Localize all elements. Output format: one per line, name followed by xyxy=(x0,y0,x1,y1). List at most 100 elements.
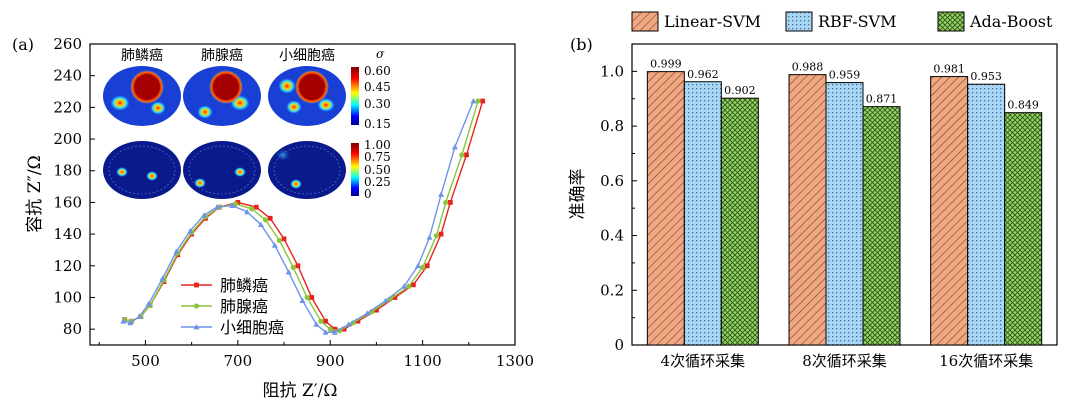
legend-label: 肺腺癌 xyxy=(220,297,268,316)
data-point-marker xyxy=(145,300,152,307)
panel-a: (a) 80 100 120 140 160 180 200 220 240 260 500 700… xyxy=(12,35,534,401)
ct-image-bottom-3 xyxy=(268,141,346,199)
inset-column-title: 小细胞癌 xyxy=(279,48,335,64)
data-point-marker xyxy=(323,318,328,324)
data-point-marker xyxy=(406,283,412,289)
panel-b-label: (b) xyxy=(570,35,593,54)
data-point-marker xyxy=(364,310,371,316)
data-point-marker xyxy=(424,263,430,269)
panel-b: (b) 0 0.2 0.4 0.6 0.8 1.0 4次循环采集 8次循环采集 16次循环采集… xyxy=(568,11,1058,370)
bar-value-label: 0.849 xyxy=(1007,99,1039,112)
x-tick-label: 16次循环采集 xyxy=(939,352,1033,370)
bar xyxy=(683,81,722,346)
y-tick-label: 180 xyxy=(53,162,82,180)
colorbar-top: σ 0.60 0.45 0.30 0.15 xyxy=(351,47,391,131)
data-point-marker xyxy=(327,326,333,332)
data-point-marker xyxy=(392,295,398,300)
y-tick-label: 100 xyxy=(53,288,82,306)
colorbar-tick: 0 xyxy=(364,187,372,201)
y-tick-label: 0.4 xyxy=(600,227,624,245)
data-point-marker xyxy=(475,98,481,104)
bar-value-label: 0.902 xyxy=(724,84,756,97)
y-tick-label: 0 xyxy=(614,336,624,354)
data-point-marker xyxy=(267,215,273,221)
data-point-marker xyxy=(253,204,259,210)
colorbar-tick: 0.30 xyxy=(364,97,391,111)
data-point-marker xyxy=(382,297,389,304)
data-point-marker xyxy=(447,200,453,205)
data-point-marker xyxy=(470,98,477,104)
colorbar-tick: 0.75 xyxy=(364,150,391,164)
data-point-marker xyxy=(318,318,324,324)
data-point-marker xyxy=(136,313,143,319)
panel-a-y-axis: 80 100 120 140 160 180 200 220 240 260 xyxy=(53,35,95,338)
data-point-marker xyxy=(262,217,269,223)
data-point-marker xyxy=(193,303,200,309)
x-tick-label: 4次循环采集 xyxy=(661,352,746,370)
data-point-marker xyxy=(322,329,329,335)
panel-b-y-axis-title: 准确率 xyxy=(568,169,588,220)
x-tick-label: 700 xyxy=(224,352,253,370)
data-point-marker xyxy=(438,191,445,197)
panel-a-series xyxy=(120,98,486,335)
x-tick-label: 900 xyxy=(316,352,345,370)
colorbar-tick: 0.50 xyxy=(364,163,391,177)
x-tick-label: 1300 xyxy=(496,352,534,370)
series-0 xyxy=(122,98,486,332)
data-point-marker xyxy=(451,143,458,150)
legend-label: 小细胞癌 xyxy=(220,318,284,337)
data-point-marker xyxy=(309,295,315,300)
legend-label: Linear-SVM xyxy=(664,12,761,31)
data-point-marker xyxy=(244,208,251,215)
data-point-marker xyxy=(331,329,338,335)
data-point-marker xyxy=(374,307,379,313)
data-point-marker xyxy=(420,264,426,270)
colorbar-tick: 0.45 xyxy=(364,80,391,94)
bar-value-label: 0.959 xyxy=(829,69,861,82)
bar xyxy=(825,82,864,346)
data-point-marker xyxy=(187,227,194,234)
data-point-marker xyxy=(443,199,449,206)
legend-entry: Ada-Boost xyxy=(937,11,1053,32)
bar-value-label: 0.953 xyxy=(970,70,1002,83)
series-2 xyxy=(120,98,477,335)
ct-image-top-3 xyxy=(268,66,346,126)
x-tick-label: 500 xyxy=(131,352,160,370)
panel-a-x-axis-title: 阻抗 Z′/Ω xyxy=(263,381,338,401)
bar-value-label: 0.981 xyxy=(933,63,965,76)
y-tick-label: 1.0 xyxy=(600,62,624,80)
y-tick-label: 80 xyxy=(63,320,82,338)
y-tick-label: 260 xyxy=(53,35,82,53)
data-point-marker xyxy=(120,318,127,324)
bar-value-label: 0.871 xyxy=(866,93,898,106)
colorbar-tick: 0.25 xyxy=(364,175,391,189)
y-tick-label: 240 xyxy=(53,67,82,85)
data-point-marker xyxy=(281,236,287,242)
series-line xyxy=(124,100,479,332)
data-point-marker xyxy=(341,326,347,332)
data-point-marker xyxy=(285,269,292,275)
data-point-marker xyxy=(229,202,236,208)
data-point-marker xyxy=(290,264,296,270)
data-point-marker xyxy=(193,324,200,330)
colorbar-tick: 0.60 xyxy=(364,64,391,78)
panel-a-x-axis: 500 700 900 1100 1300 xyxy=(98,340,534,370)
y-tick-label: 120 xyxy=(53,257,82,275)
legend-swatch xyxy=(785,11,813,32)
data-point-marker xyxy=(295,263,301,269)
legend-entry: RBF-SVM xyxy=(785,11,897,32)
data-point-marker xyxy=(304,294,310,301)
legend-swatch xyxy=(631,11,659,32)
panel-b-x-axis: 4次循环采集 8次循环采集 16次循环采集 xyxy=(661,352,1034,370)
data-point-marker xyxy=(201,212,208,218)
bar xyxy=(646,71,685,346)
data-point-marker xyxy=(313,321,320,327)
data-point-marker xyxy=(426,234,433,240)
ct-image-top-1 xyxy=(103,66,181,126)
data-point-marker xyxy=(235,200,241,205)
data-point-marker xyxy=(438,231,444,237)
x-tick-label: 1100 xyxy=(404,352,442,370)
y-tick-label: 0.2 xyxy=(600,281,624,299)
bar xyxy=(967,83,1006,346)
